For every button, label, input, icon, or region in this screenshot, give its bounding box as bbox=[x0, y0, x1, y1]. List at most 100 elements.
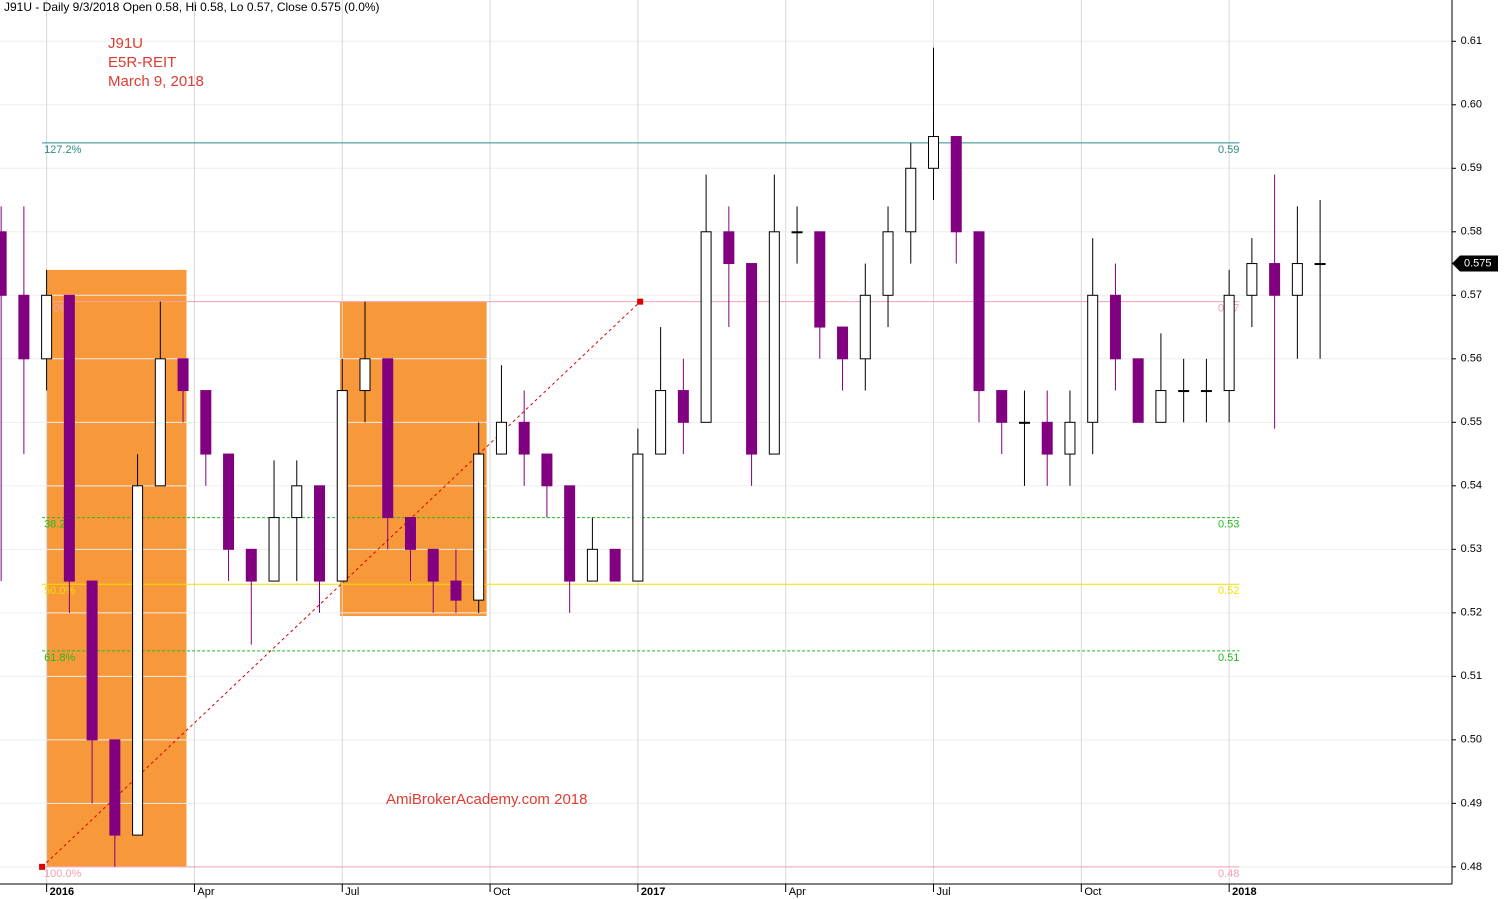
candle-body bbox=[950, 136, 962, 233]
candle-body bbox=[41, 294, 53, 360]
fib-level-name: 127.2% bbox=[44, 144, 82, 156]
y-tick-label: 0.58 bbox=[1461, 226, 1482, 238]
candle-body bbox=[586, 548, 598, 582]
x-tick-label: Oct bbox=[493, 886, 510, 898]
candle-body bbox=[973, 231, 985, 392]
y-tick-label: 0.52 bbox=[1461, 607, 1482, 619]
fib-level-value: 0.59 bbox=[1218, 144, 1239, 156]
background-layer bbox=[0, 0, 1452, 884]
candle-body bbox=[0, 231, 7, 296]
candle-body bbox=[1064, 421, 1076, 455]
candle-body bbox=[268, 517, 280, 582]
candle-body bbox=[791, 231, 803, 234]
y-tick-label: 0.51 bbox=[1461, 670, 1482, 682]
last-price-label: 0.575 bbox=[1464, 257, 1492, 269]
y-tick-label: 0.50 bbox=[1461, 734, 1482, 746]
trend-anchor bbox=[637, 298, 644, 305]
fib-level-value: 0.52 bbox=[1218, 585, 1239, 597]
y-tick-label: 0.55 bbox=[1461, 416, 1482, 428]
y-tick-label: 0.48 bbox=[1461, 861, 1482, 873]
candle-body bbox=[1018, 421, 1030, 424]
candle-body bbox=[18, 294, 30, 360]
candle-body bbox=[1223, 294, 1235, 392]
candle-body bbox=[473, 453, 485, 601]
candle-body bbox=[1269, 263, 1281, 296]
candle-body bbox=[404, 517, 416, 550]
candle-body bbox=[314, 485, 326, 582]
y-tick-label: 0.54 bbox=[1461, 480, 1482, 492]
candle-body bbox=[1087, 294, 1099, 423]
candle-body bbox=[837, 326, 849, 360]
candle-body bbox=[768, 231, 780, 455]
watermark: AmiBrokerAcademy.com 2018 bbox=[386, 791, 587, 808]
annotation: March 9, 2018 bbox=[108, 73, 204, 90]
fib-level-value: 0.48 bbox=[1218, 868, 1239, 880]
x-tick-label: Apr bbox=[197, 886, 214, 898]
candle-body bbox=[518, 421, 530, 455]
y-tick-label: 0.59 bbox=[1461, 162, 1482, 174]
candle-body bbox=[564, 485, 576, 582]
candle-body bbox=[609, 548, 621, 582]
y-tick-label: 0.60 bbox=[1461, 99, 1482, 111]
x-tick-label: Oct bbox=[1084, 886, 1101, 898]
candle-body bbox=[200, 390, 212, 455]
chart-header: J91U - Daily 9/3/2018 Open 0.58, Hi 0.58… bbox=[4, 0, 380, 14]
candle-body bbox=[1200, 390, 1212, 393]
candle-body bbox=[382, 358, 394, 519]
candle-body bbox=[632, 453, 644, 582]
fib-level-value: 0.51 bbox=[1218, 652, 1239, 664]
candle-body bbox=[1155, 390, 1167, 423]
trend-line bbox=[41, 301, 641, 868]
candle-body bbox=[1132, 358, 1144, 423]
candle-body bbox=[450, 580, 462, 601]
candle-body bbox=[996, 390, 1008, 423]
fib-level-name: 100.0% bbox=[44, 868, 82, 880]
annotation: J91U bbox=[108, 35, 143, 52]
candle-body bbox=[859, 294, 871, 360]
candle-body bbox=[1246, 263, 1258, 296]
candle-body bbox=[109, 739, 121, 836]
candle-body bbox=[677, 390, 689, 423]
candle-body bbox=[132, 485, 144, 836]
candle-body bbox=[223, 453, 235, 550]
trend-anchor bbox=[39, 863, 46, 870]
last-price-tag bbox=[1452, 255, 1498, 272]
candle-body bbox=[882, 231, 894, 296]
candle-body bbox=[359, 358, 371, 392]
candle-body bbox=[1291, 263, 1303, 296]
highlight-box bbox=[339, 301, 487, 617]
candle-body bbox=[541, 453, 553, 487]
candle-body bbox=[928, 136, 940, 169]
annotation: E5R-REIT bbox=[108, 54, 176, 71]
fib-level-name: 50.0% bbox=[44, 585, 75, 597]
y-tick-label: 0.57 bbox=[1461, 289, 1482, 301]
candle-body bbox=[86, 580, 98, 741]
candle-body bbox=[291, 485, 303, 519]
fib-level-name: 61.8% bbox=[44, 652, 75, 664]
candle-body bbox=[700, 231, 712, 423]
candle-body bbox=[1178, 390, 1190, 393]
candle-body bbox=[63, 294, 75, 582]
x-tick-label: Apr bbox=[789, 886, 806, 898]
candle-body bbox=[154, 358, 166, 487]
y-tick-label: 0.61 bbox=[1461, 35, 1482, 47]
y-tick-label: 0.56 bbox=[1461, 353, 1482, 365]
candle-body bbox=[905, 167, 917, 233]
y-tick-label: 0.53 bbox=[1461, 543, 1482, 555]
candle-body bbox=[495, 421, 507, 455]
candle-body bbox=[336, 390, 348, 582]
candle-body bbox=[655, 390, 667, 455]
candle-body bbox=[1041, 421, 1053, 455]
candle-body bbox=[1314, 263, 1326, 266]
candle-body bbox=[427, 548, 439, 582]
candle-body bbox=[177, 358, 189, 392]
x-tick-label: 2018 bbox=[1232, 886, 1256, 898]
candle-body bbox=[1109, 294, 1121, 360]
fib-level-value: 0.53 bbox=[1218, 518, 1239, 530]
candle-body bbox=[814, 231, 826, 328]
candle-body bbox=[245, 548, 257, 582]
x-tick-label: 2017 bbox=[641, 886, 665, 898]
candle-body bbox=[723, 231, 735, 265]
y-tick-label: 0.49 bbox=[1461, 797, 1482, 809]
